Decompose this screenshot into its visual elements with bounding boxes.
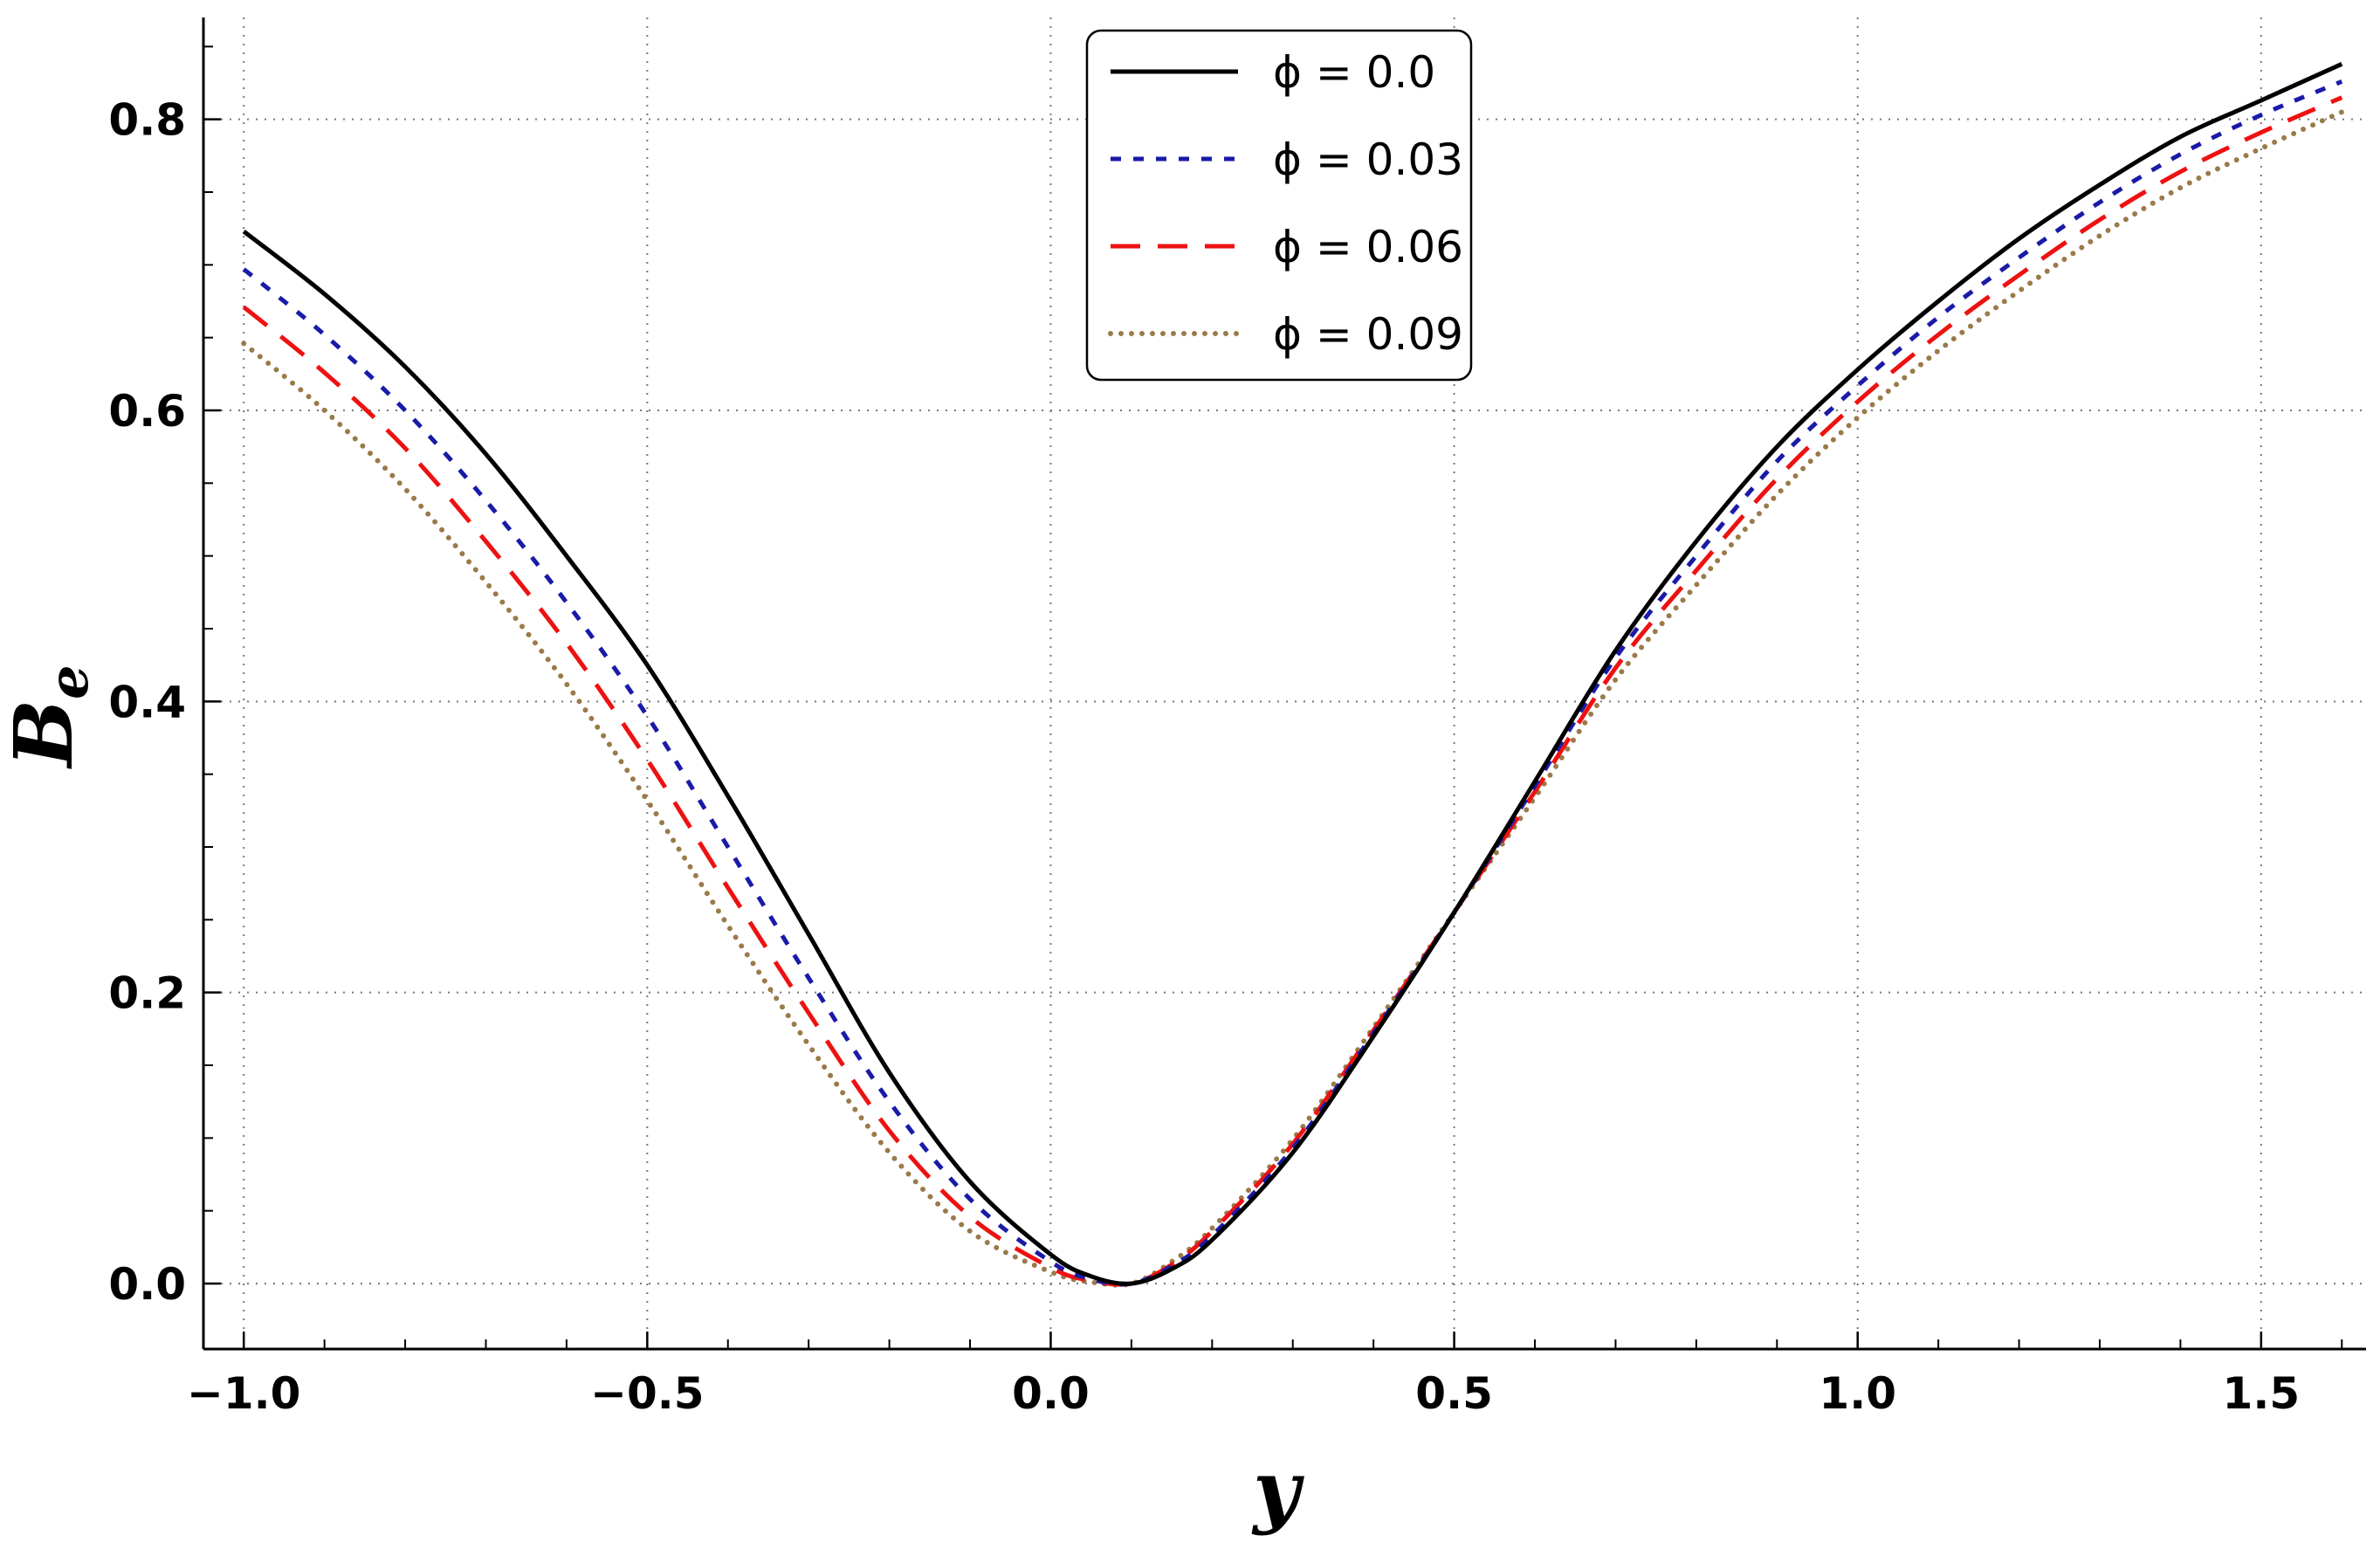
legend: ϕ = 0.0 ϕ = 0.03 ϕ = 0.06 ϕ = 0.09 [1085, 29, 1473, 382]
axes [202, 17, 2366, 1351]
grid [203, 17, 2366, 1349]
ticks: −1.0 −0.5 0.0 0.5 1.0 1.5 0.0 0.2 0.4 0.6 0.8 [108, 45, 2343, 1419]
legend-box [1085, 29, 1473, 382]
y-tick-label: 0.6 [108, 386, 186, 437]
x-axis-label: y [1251, 1442, 1304, 1537]
y-axis-label-subscript: e [37, 664, 100, 699]
legend-label-2: ϕ = 0.06 [1273, 222, 1463, 272]
x-tick-label: −1.0 [187, 1368, 300, 1419]
x-tick-label: 0.0 [1012, 1368, 1090, 1419]
x-axis-title: y [1251, 1442, 1304, 1537]
y-axis-label-main: B [0, 699, 91, 770]
y-tick-label: 0.0 [108, 1259, 186, 1310]
series [241, 62, 2345, 1288]
legend-label-3: ϕ = 0.09 [1273, 309, 1463, 360]
y-tick-label: 0.2 [108, 968, 186, 1019]
series-line-0 [242, 62, 2343, 1286]
legend-label-1: ϕ = 0.03 [1273, 134, 1463, 185]
series-line-2 [242, 95, 2343, 1287]
y-axis-label: Be [0, 664, 100, 769]
y-tick-label: 0.4 [108, 677, 186, 727]
series-line-1 [242, 79, 2343, 1287]
series-line-3 [241, 109, 2345, 1288]
x-tick-label: 1.0 [1819, 1368, 1896, 1419]
y-tick-label: 0.8 [108, 95, 186, 146]
x-tick-label: 0.5 [1415, 1368, 1493, 1419]
x-tick-label: −0.5 [590, 1368, 704, 1419]
legend-label-0: ϕ = 0.0 [1273, 47, 1435, 98]
x-tick-label: 1.5 [2223, 1368, 2301, 1419]
y-axis-title: Be [0, 664, 100, 769]
